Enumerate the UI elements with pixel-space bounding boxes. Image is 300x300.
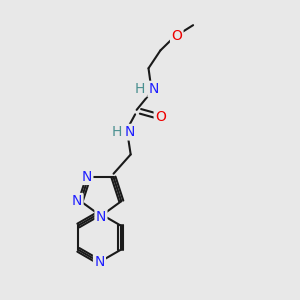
Text: N: N: [82, 170, 92, 184]
Text: N: N: [96, 210, 106, 224]
Text: H: H: [135, 82, 146, 96]
Text: N: N: [72, 194, 82, 208]
Text: H: H: [111, 125, 122, 139]
Text: O: O: [155, 110, 166, 124]
Text: N: N: [94, 255, 105, 269]
Text: N: N: [125, 125, 135, 139]
Text: N: N: [149, 82, 159, 96]
Text: O: O: [171, 28, 182, 43]
